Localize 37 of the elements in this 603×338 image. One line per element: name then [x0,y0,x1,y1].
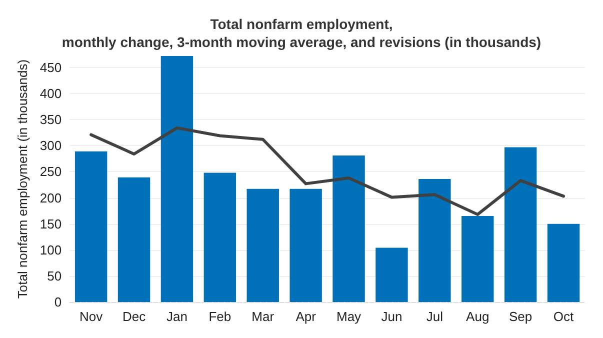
y-tick-label: 450 [40,60,62,75]
bar [160,56,194,302]
x-tick-label: Aug [466,309,490,324]
y-tick-label: 200 [40,190,62,206]
x-tick-label: Jul [426,309,444,324]
chart-title: Total nonfarm employment, monthly change, 3-month moving average, and revisions (in thousands) [62,16,542,50]
bar [74,151,108,302]
x-tick-label: Feb [208,309,232,324]
bar [246,188,279,302]
bar [418,179,451,302]
bar [118,177,150,302]
y-axis-title: Total nonfarm employment (in thousands) [15,59,30,299]
bar [504,147,537,302]
y-tick-label: 0 [54,294,62,310]
y-tick-label: 100 [40,242,62,258]
y-tick-label: 400 [40,86,62,102]
x-tick-label: Apr [296,309,317,324]
y-tick-label: 350 [40,112,62,128]
y-tick-label: 300 [40,138,62,154]
x-tick-label: Dec [122,309,146,324]
x-tick-label: May [336,309,362,324]
x-tick-label: Nov [80,309,104,324]
line-series [90,126,566,216]
bar [462,216,494,302]
x-tick-label: Mar [252,309,275,324]
x-tick-label: Jan [166,309,188,324]
bar [290,188,322,302]
bar [547,224,580,302]
x-tick-label: Sep [509,309,532,324]
y-tick-label: 250 [40,164,62,180]
x-tick-label: Oct [553,309,574,324]
x-tick-label: Jun [381,309,402,324]
y-tick-label: 150 [40,216,62,232]
bar [332,156,365,302]
bar [204,172,236,302]
y-tick-label: 50 [47,268,62,284]
bar [376,248,408,302]
